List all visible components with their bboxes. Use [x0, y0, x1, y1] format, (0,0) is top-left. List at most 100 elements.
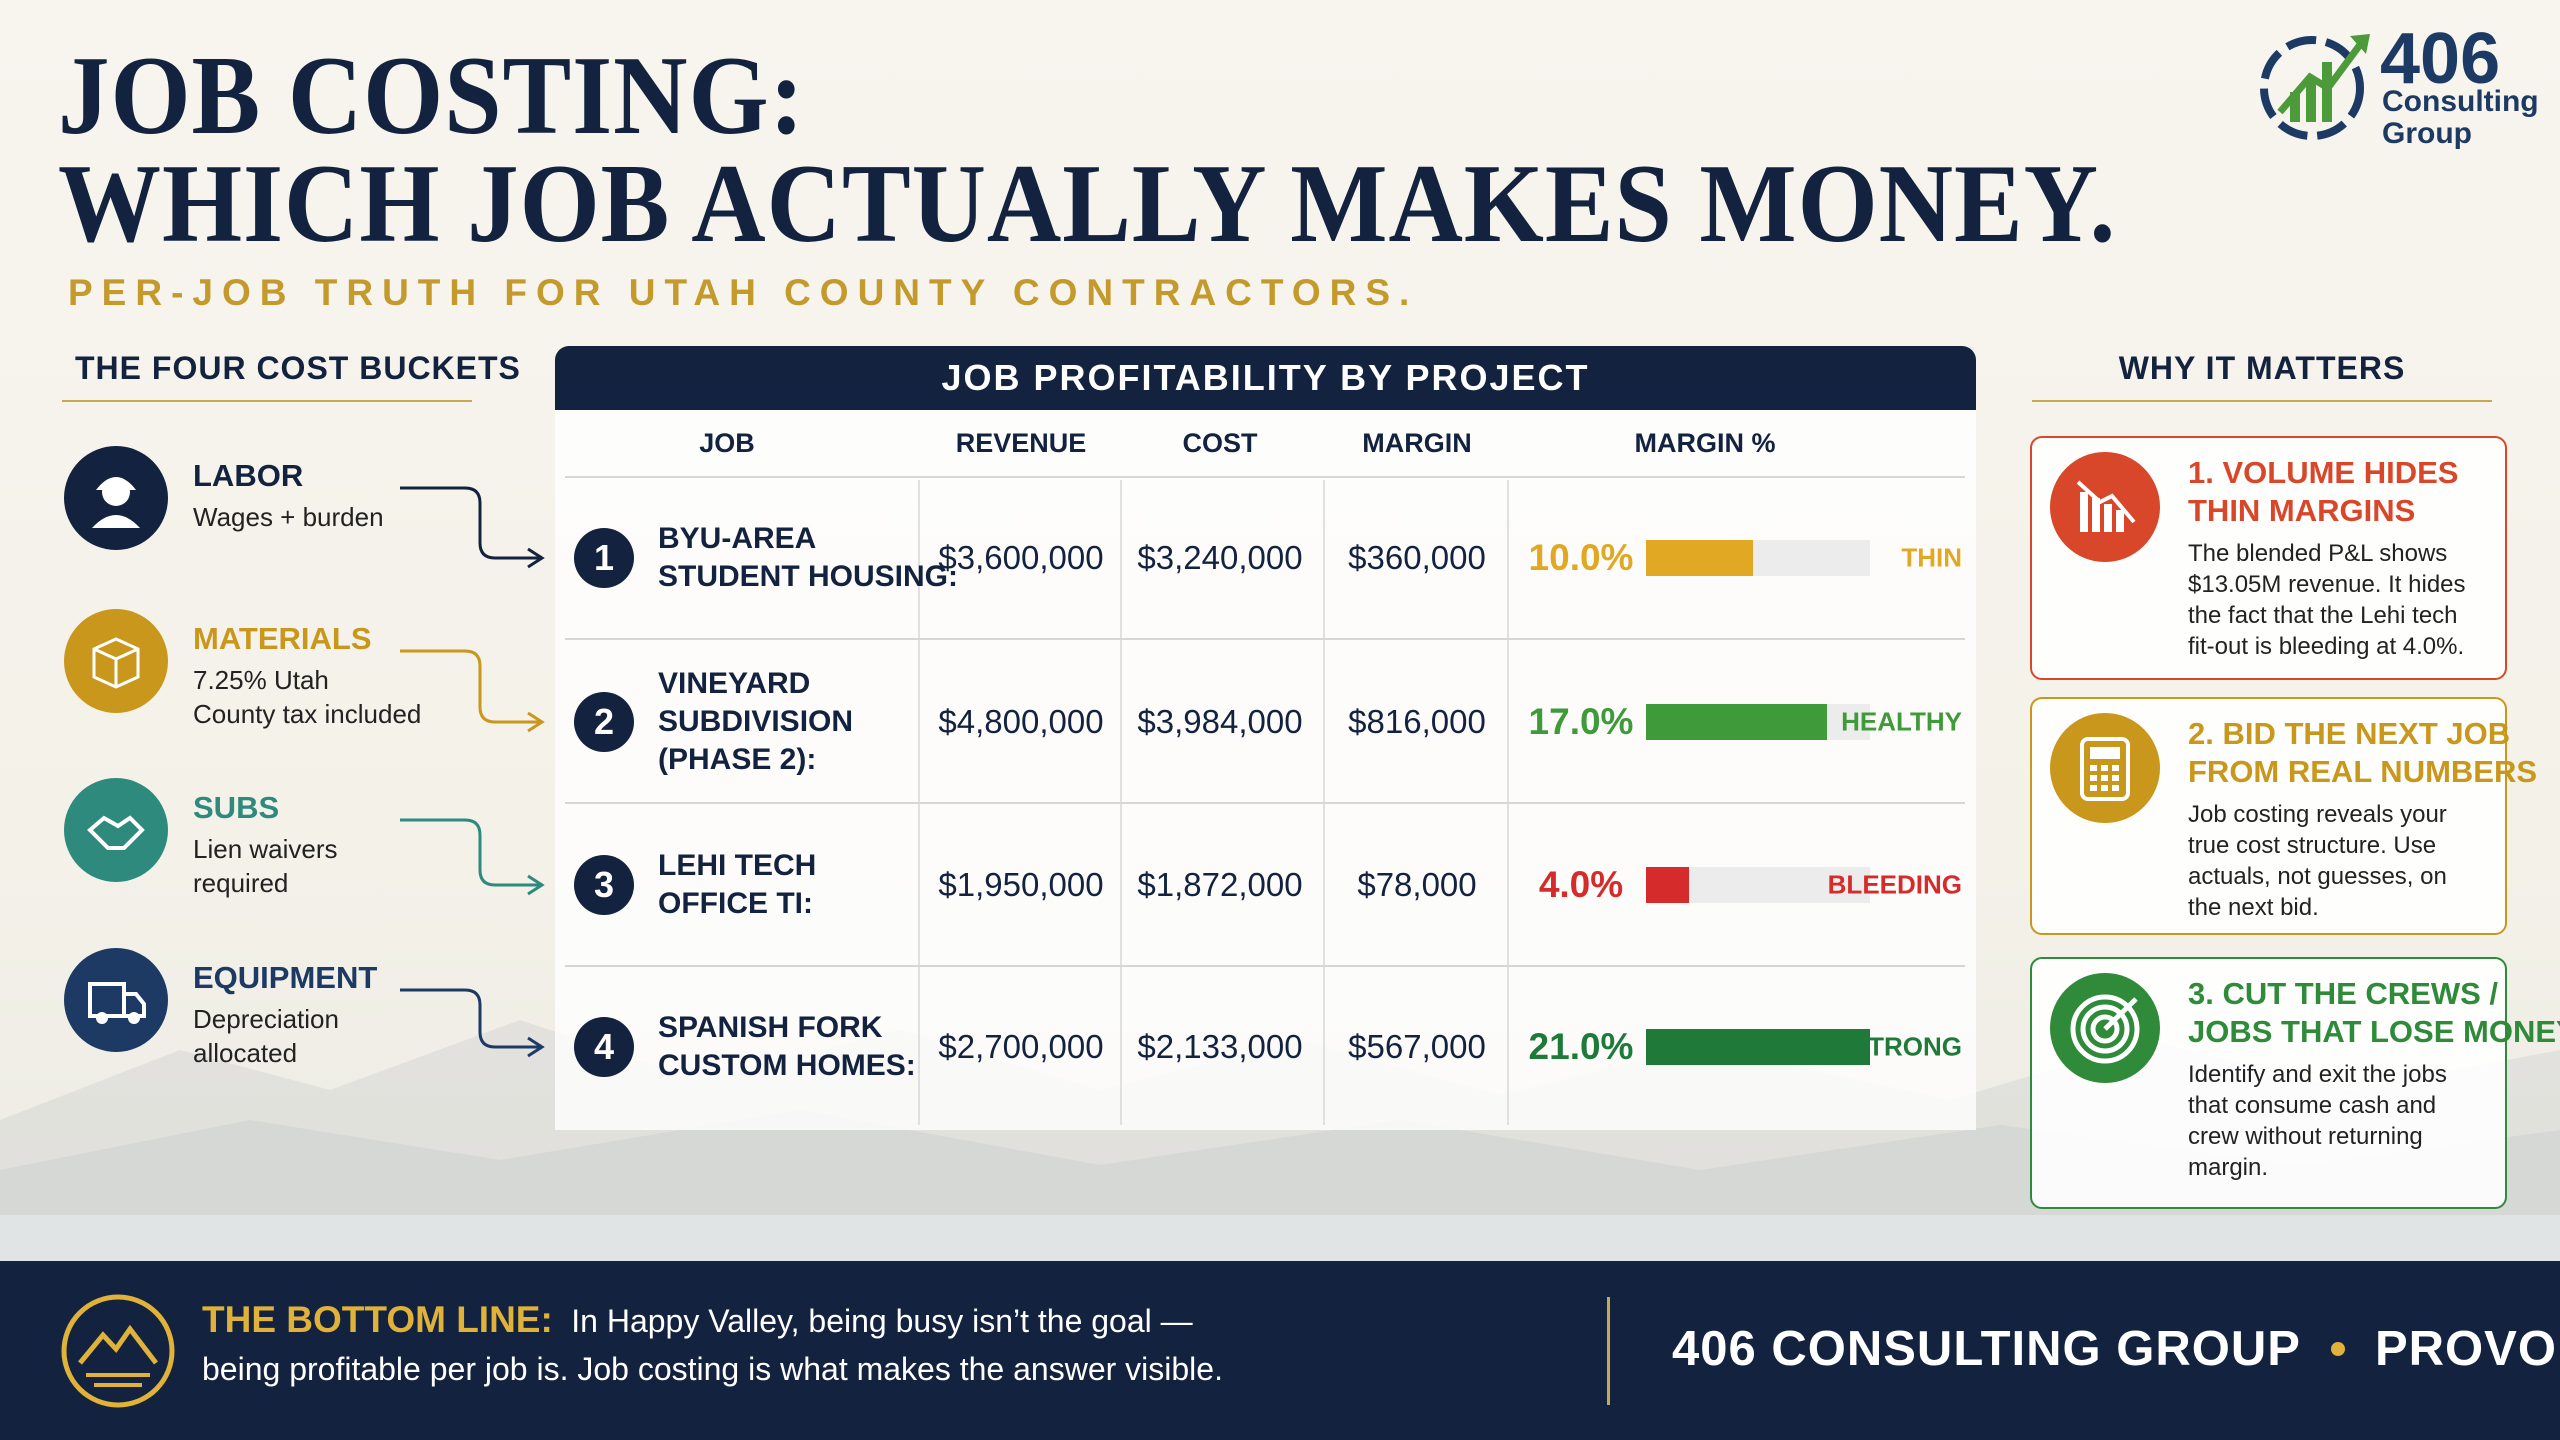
card-body: margin.	[2188, 1154, 2269, 1181]
margin-bar	[1646, 867, 1689, 903]
icon	[92, 477, 140, 528]
revenue: $1,950,000	[938, 866, 1104, 903]
card-body: the fact that the Lehi tech	[2188, 602, 2458, 629]
icon-shape	[2090, 785, 2097, 791]
footer-icon	[61, 1294, 175, 1408]
icon-shape	[2101, 775, 2108, 781]
row-number: 2	[574, 692, 634, 752]
card-body: Identify and exit the jobs	[2188, 1061, 2447, 1088]
bucket-name: EQUIPMENT	[193, 960, 378, 995]
status: STRONG	[1850, 1031, 1962, 1062]
icon-shape	[2070, 994, 2140, 1064]
card-body: $13.05M revenue. It hides	[2188, 571, 2466, 598]
job-name: SPANISH FORK	[658, 1011, 883, 1044]
table-title: JOB PROFITABILITY BY PROJECT	[555, 346, 1976, 410]
title: JOB COSTING:	[58, 34, 805, 158]
card-body: that consume cash and	[2188, 1092, 2437, 1119]
card-body: crew without returning	[2188, 1123, 2423, 1150]
icon-shape	[87, 815, 145, 850]
margin-percent: 4.0%	[1538, 864, 1624, 905]
footer-brand: 406 CONSULTING GROUP PROVO, UT	[1672, 1321, 2560, 1377]
brand-location: PROVO, UT	[2374, 1322, 2560, 1376]
icon-shape	[2090, 747, 2120, 759]
icon-shape	[128, 1012, 140, 1024]
card-heading: FROM REAL NUMBERS	[2188, 754, 2538, 789]
column-header: JOB	[699, 428, 755, 458]
icon-shape	[2112, 765, 2119, 771]
status: BLEEDING	[1827, 869, 1962, 900]
logo-line: Consulting	[2382, 85, 2539, 118]
section-rule	[2032, 400, 2492, 402]
icon	[92, 637, 140, 689]
icon-shape	[2116, 510, 2124, 532]
logo-number: 406	[2380, 19, 2501, 99]
revenue: $4,800,000	[938, 703, 1104, 740]
card-body: Job costing reveals your	[2188, 801, 2447, 828]
title: WHICH JOB ACTUALLY MAKES MONEY.	[58, 142, 2117, 266]
bucket-name: SUBS	[193, 790, 280, 825]
footer-text: In Happy Valley, being busy isn’t the go…	[571, 1303, 1193, 1339]
row-line	[565, 965, 1965, 967]
bucket-name: MATERIALS	[193, 621, 372, 656]
margin: $567,000	[1348, 1028, 1486, 1065]
bucket-name: LABOR	[193, 458, 304, 493]
column-header: COST	[1182, 428, 1258, 458]
card-body: actuals, not guesses, on	[2188, 863, 2447, 890]
icon-shape	[92, 637, 140, 689]
column-header: MARGIN	[1362, 428, 1472, 458]
revenue: $2,700,000	[938, 1028, 1104, 1065]
card-body: The blended P&L shows	[2188, 540, 2448, 567]
cost: $2,133,000	[1137, 1028, 1303, 1065]
icon-shape	[96, 1012, 108, 1024]
logo-icon	[2260, 34, 2370, 140]
section-rule	[62, 400, 472, 402]
bucket-desc: Lien waivers	[193, 834, 338, 864]
card-heading: 3. CUT THE CREWS /	[2188, 976, 2499, 1011]
icon	[2080, 737, 2130, 801]
card-icon	[2050, 973, 2160, 1083]
card-icon	[2050, 452, 2160, 562]
card-body: true cost structure. Use	[2188, 832, 2437, 859]
bucket-desc: required	[193, 868, 289, 898]
icon-shape	[2112, 785, 2119, 791]
icon-shape	[2092, 498, 2100, 532]
job-name: VINEYARD	[658, 667, 811, 700]
job-name: STUDENT HOUSING:	[658, 560, 958, 593]
margin-percent: 21.0%	[1528, 1026, 1634, 1067]
job-name: OFFICE TI:	[658, 887, 813, 920]
icon-shape	[88, 982, 146, 1018]
cost: $3,984,000	[1137, 703, 1303, 740]
margin-bar	[1646, 704, 1828, 740]
cost: $3,240,000	[1137, 539, 1303, 576]
card-heading: 1. VOLUME HIDES	[2188, 455, 2459, 490]
bucket-icon	[64, 609, 168, 713]
icon	[87, 815, 145, 850]
margin-percent: 10.0%	[1528, 537, 1634, 578]
icon	[2076, 480, 2136, 532]
icon-shape	[2101, 765, 2108, 771]
cost: $1,872,000	[1137, 866, 1303, 903]
icon-shape	[2080, 1004, 2130, 1054]
card-icon	[2050, 713, 2160, 823]
section-title: WHY IT MATTERS	[2118, 350, 2406, 386]
row-number: 3	[574, 855, 634, 915]
bucket-icon	[64, 778, 168, 882]
column-header: REVENUE	[955, 428, 1087, 458]
status: THIN	[1901, 542, 1962, 573]
footer-text: being profitable per job is. Job costing…	[202, 1351, 1223, 1387]
icon-shape	[2112, 775, 2119, 781]
bucket-desc: 7.25% Utah	[193, 665, 329, 695]
card-body: fit-out is bleeding at 4.0%.	[2188, 633, 2465, 660]
section-title: THE FOUR COST BUCKETS	[75, 350, 521, 386]
job-name: LEHI TECH	[658, 849, 817, 882]
margin: $360,000	[1348, 539, 1486, 576]
brand-name: 406 CONSULTING GROUP	[1672, 1322, 2301, 1376]
bucket-icon	[64, 948, 168, 1052]
margin-bar	[1646, 1029, 1870, 1065]
card-body: the next bid.	[2188, 894, 2319, 921]
bucket-desc: Depreciation	[193, 1004, 339, 1034]
icon-shape	[2076, 480, 2136, 524]
